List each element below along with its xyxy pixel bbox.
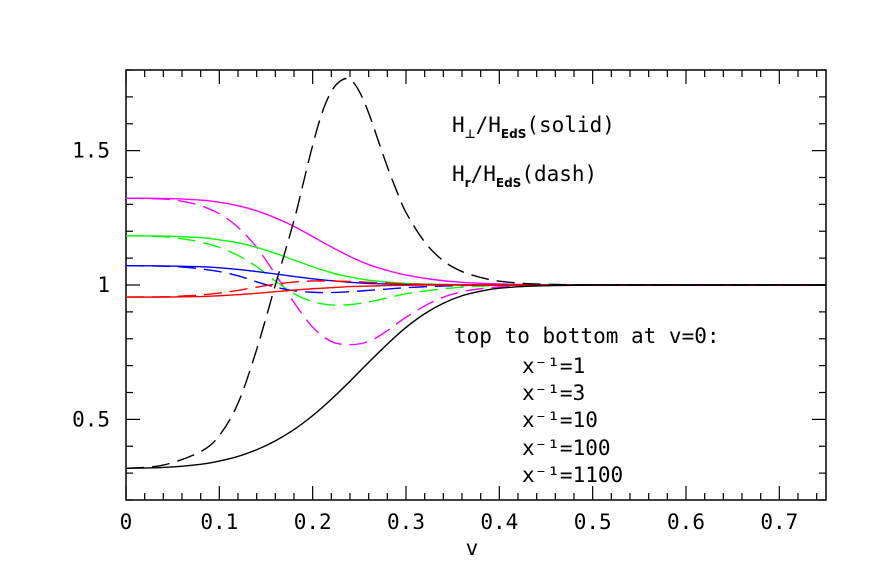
annotation-solid: H⊥/HEdS(solid) bbox=[452, 113, 615, 141]
legend-entry: x⁻¹=1100 bbox=[522, 463, 623, 487]
x-tick-label: 0.5 bbox=[574, 510, 612, 534]
y-tick-label: 1.5 bbox=[72, 139, 110, 163]
y-tick-label: 0.5 bbox=[72, 407, 110, 431]
legend-entry: x⁻¹=100 bbox=[522, 436, 611, 460]
legend-heading: top to bottom at v=0: bbox=[454, 324, 720, 348]
x-tick-label: 0 bbox=[120, 510, 133, 534]
solid-series-line-4 bbox=[126, 264, 826, 286]
dashed-series-line-5 bbox=[126, 264, 826, 294]
x-tick-label: 0.6 bbox=[667, 510, 705, 534]
x-tick-label: 0.2 bbox=[294, 510, 332, 534]
solid-series-line-8 bbox=[126, 284, 826, 469]
annotation-dash: Hr/HEdS(dash) bbox=[452, 162, 597, 190]
dashed-series-line-3 bbox=[126, 235, 826, 306]
x-tick-label: 0.1 bbox=[200, 510, 238, 534]
x-tick-label: 0.7 bbox=[760, 510, 798, 534]
x-axis-label: v bbox=[466, 536, 479, 560]
x-tick-label: 0.4 bbox=[480, 510, 518, 534]
dashed-series-line-1 bbox=[126, 197, 826, 346]
legend-entry: x⁻¹=3 bbox=[522, 381, 585, 405]
dashed-series-line-7 bbox=[126, 280, 826, 298]
solid-series-line-2 bbox=[126, 235, 826, 286]
legend-entry: x⁻¹=1 bbox=[522, 354, 585, 378]
y-tick-label: 1 bbox=[97, 273, 110, 297]
x-tick-label: 0.3 bbox=[387, 510, 425, 534]
dashed-series-line-9 bbox=[126, 77, 826, 469]
legend-entry: x⁻¹=10 bbox=[522, 408, 598, 432]
